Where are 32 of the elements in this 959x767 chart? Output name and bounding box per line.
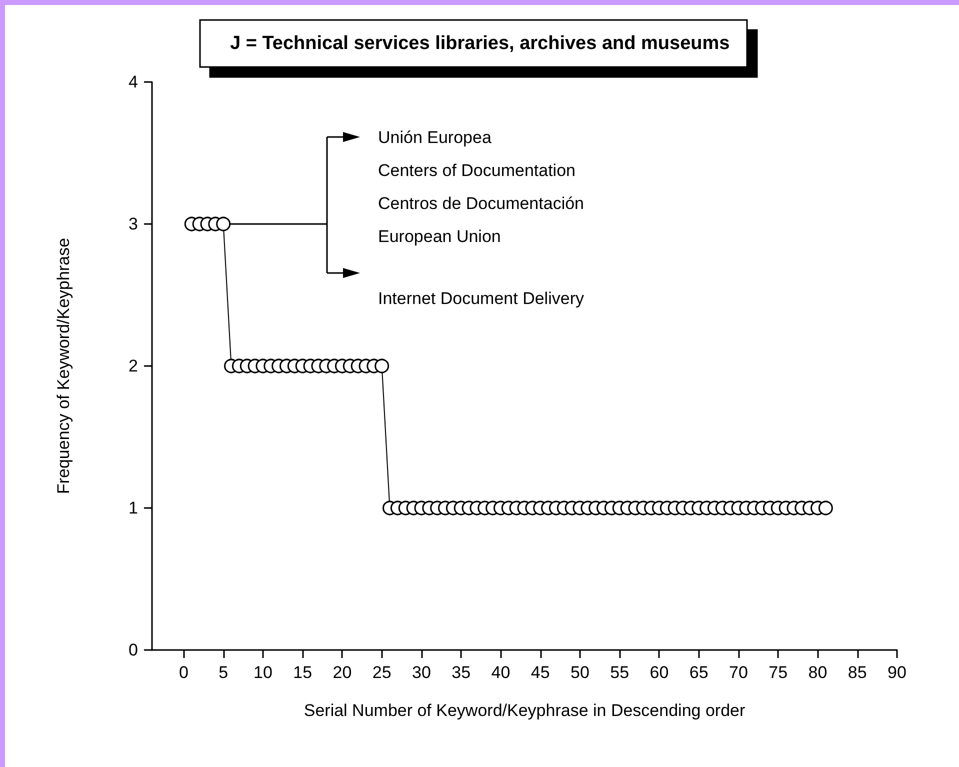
y-tick-label: 4 bbox=[128, 72, 138, 92]
x-tick-label: 80 bbox=[808, 663, 828, 682]
x-tick-label: 5 bbox=[218, 663, 228, 682]
y-tick-label: 2 bbox=[128, 356, 138, 376]
annotation: Centros de Documentación bbox=[378, 194, 584, 214]
x-tick-label: 65 bbox=[689, 663, 708, 682]
x-tick-label: 90 bbox=[888, 663, 906, 682]
x-tick-label: 50 bbox=[570, 663, 590, 682]
x-tick-label: 30 bbox=[412, 663, 431, 682]
annotation: Unión Europea bbox=[378, 128, 492, 148]
y-tick-label: 1 bbox=[128, 498, 138, 518]
x-tick-label: 10 bbox=[253, 663, 272, 682]
x-tick-label: 70 bbox=[729, 663, 748, 682]
annotation: Centers of Documentation bbox=[378, 161, 576, 181]
x-tick-label: 0 bbox=[178, 663, 188, 682]
x-tick-label: 75 bbox=[768, 663, 788, 682]
y-tick-label: 3 bbox=[128, 214, 138, 234]
annotation: European Union bbox=[378, 227, 501, 247]
x-tick-label: 45 bbox=[530, 663, 550, 682]
x-tick-label: 85 bbox=[848, 663, 867, 682]
x-tick-label: 25 bbox=[372, 663, 392, 682]
y-tick-label: 0 bbox=[128, 640, 138, 660]
x-tick-label: 35 bbox=[452, 663, 471, 682]
x-tick-label: 40 bbox=[491, 663, 510, 682]
x-tick-label: 15 bbox=[293, 663, 312, 682]
chart-title: J = Technical services libraries, archives and museums bbox=[230, 33, 730, 54]
y-axis-title: Frequency of Keyword/Keyphrase bbox=[54, 238, 73, 494]
x-tick-label: 20 bbox=[332, 663, 352, 682]
x-tick-label: 55 bbox=[610, 663, 630, 682]
annotation: Internet Document Delivery bbox=[378, 289, 584, 309]
x-axis-title: Serial Number of Keyword/Keyphrase in Descending order bbox=[304, 701, 746, 720]
x-tick-label: 60 bbox=[650, 663, 669, 682]
